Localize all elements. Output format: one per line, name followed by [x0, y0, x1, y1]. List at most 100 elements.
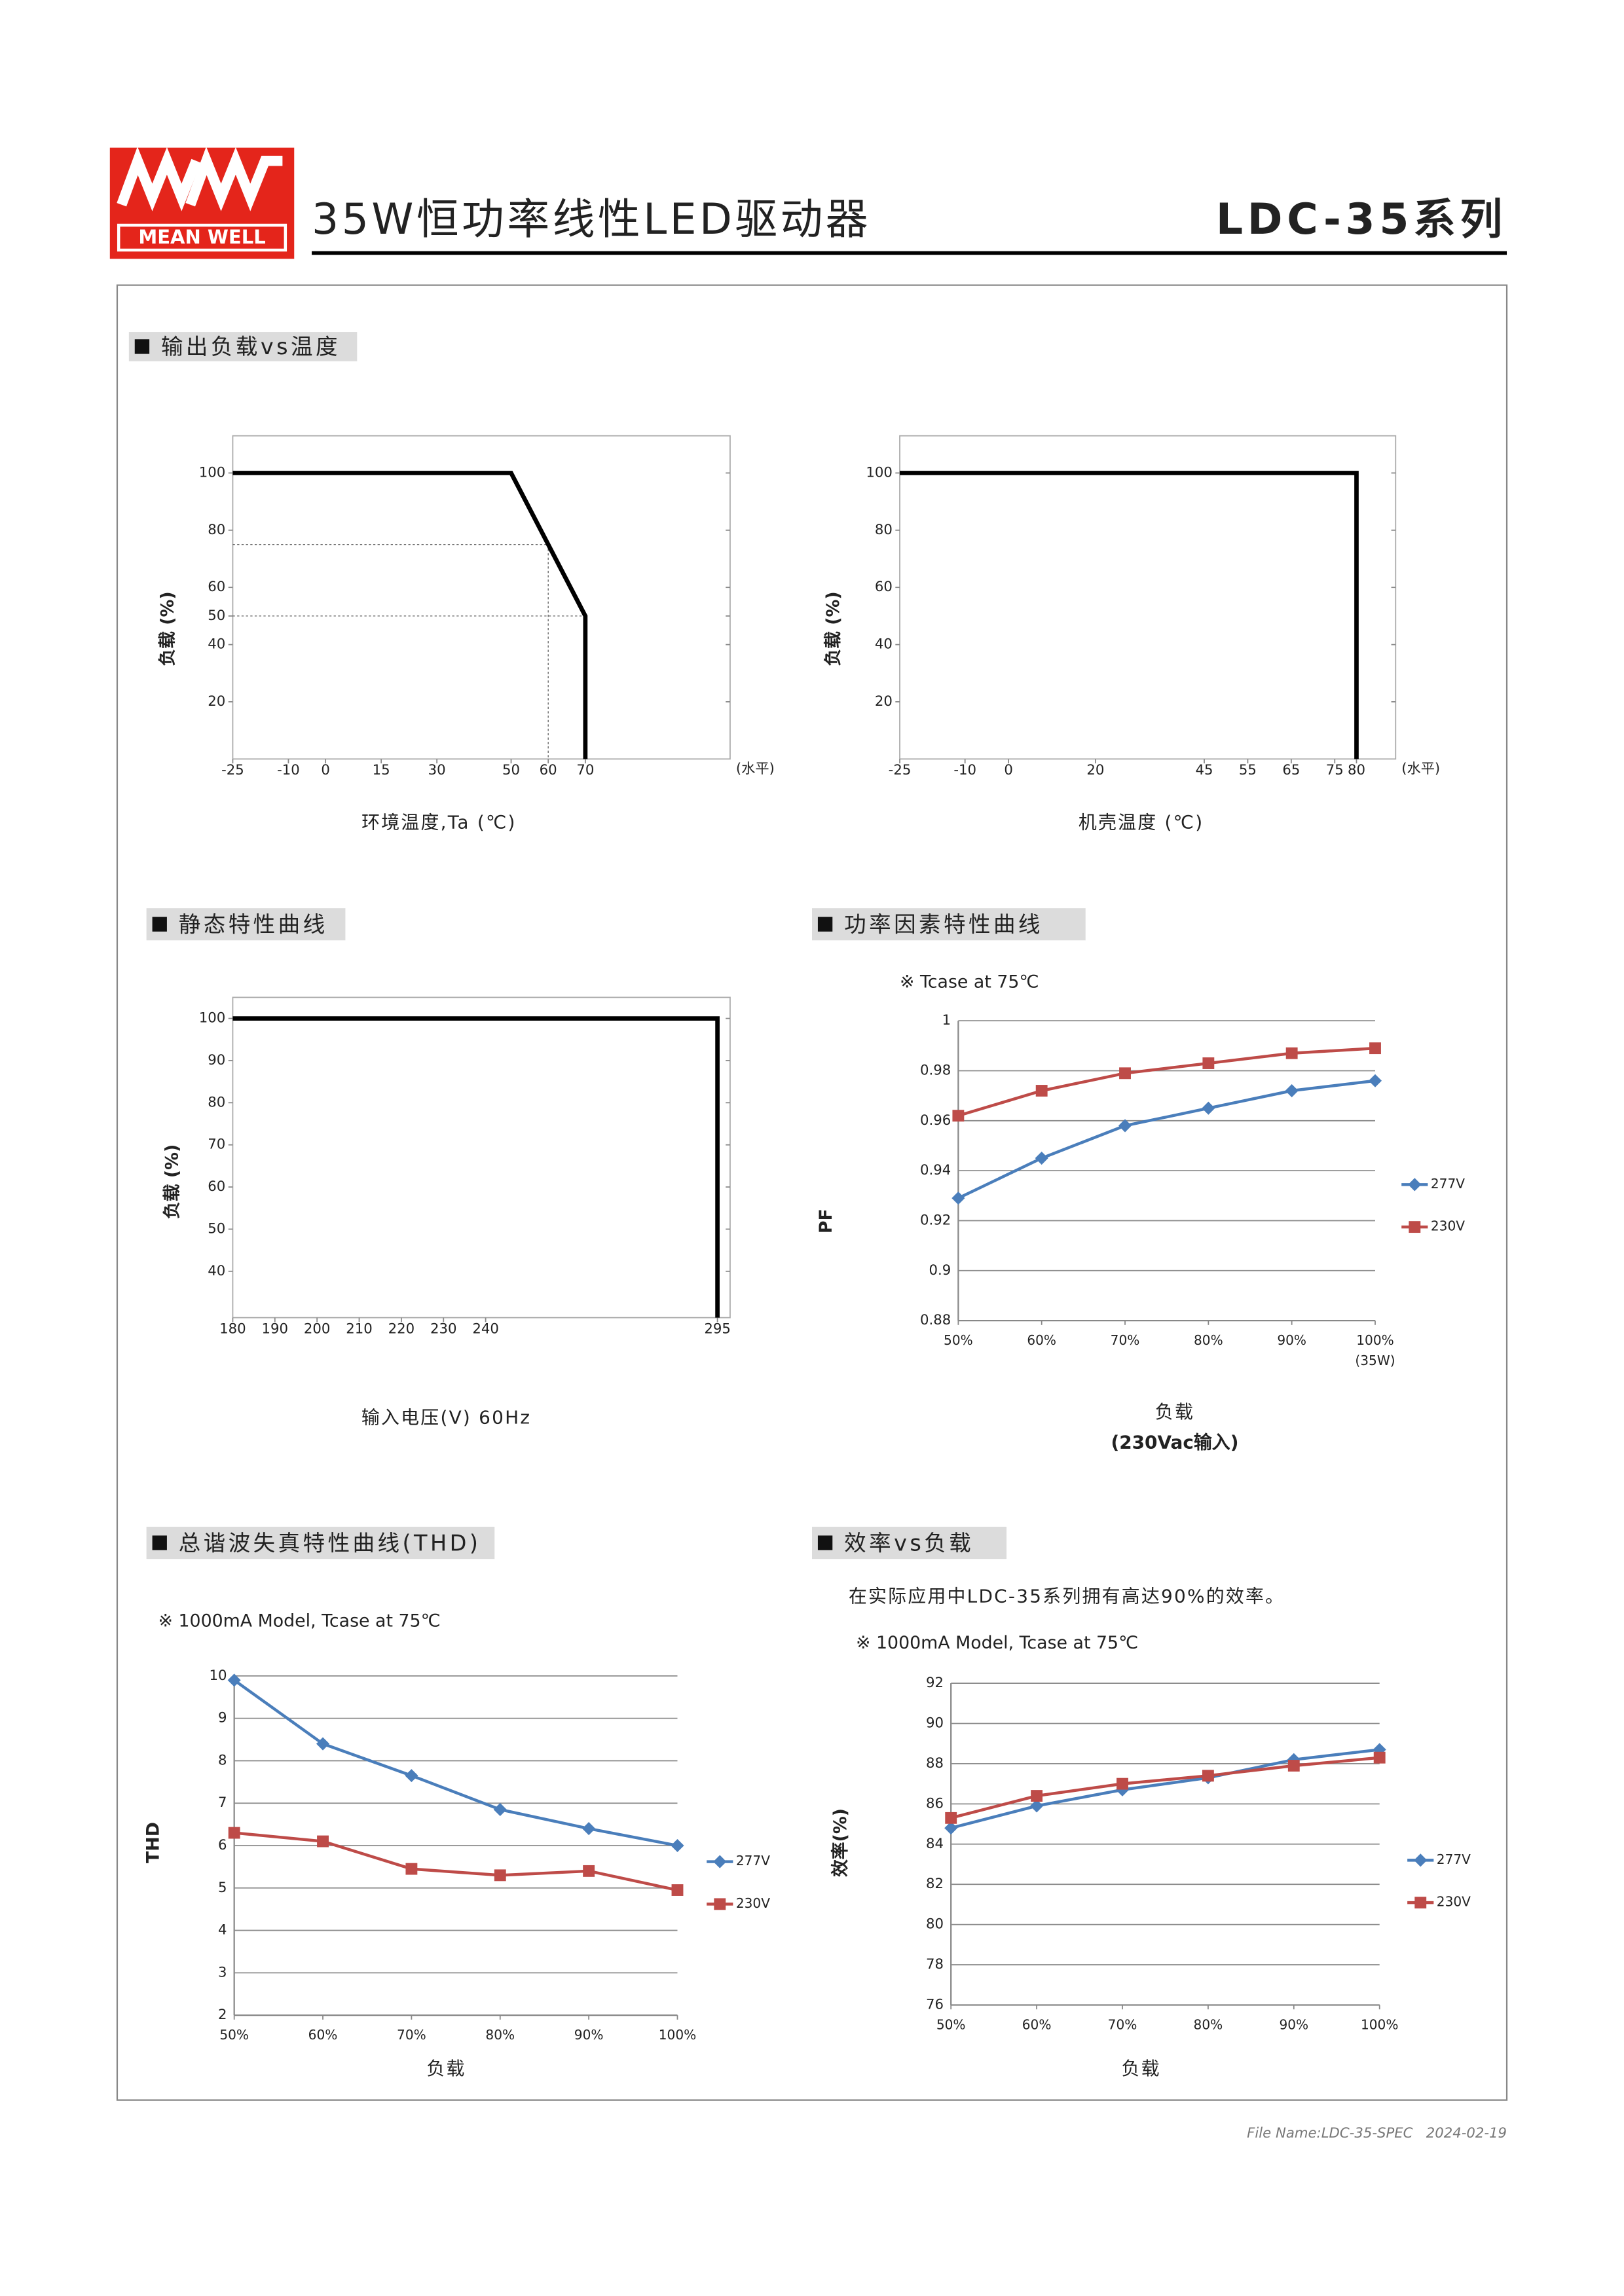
- x-tick-label: 190: [262, 1321, 289, 1337]
- point: [1116, 1777, 1128, 1790]
- y-tick-label: 3: [218, 1964, 227, 1980]
- point: [1287, 1760, 1300, 1772]
- legend-label: 277V: [736, 1853, 770, 1868]
- point: [582, 1822, 596, 1836]
- x-tick-label: 50%: [219, 2027, 249, 2043]
- point: [493, 1802, 507, 1816]
- series-line: [957, 1079, 1376, 1200]
- point: [1285, 1047, 1298, 1059]
- x-tick-label: 70%: [1108, 2016, 1137, 2032]
- point: [671, 1838, 684, 1853]
- section-head-square: [817, 917, 833, 932]
- point: [317, 1835, 329, 1848]
- description: 在实际应用中LDC-35系列拥有高达90%的效率。: [849, 1585, 1285, 1607]
- y-tick-label: 0.9: [929, 1262, 951, 1279]
- x-tick-label: 100%: [659, 2027, 696, 2043]
- x-tick-label: 60%: [1022, 2016, 1052, 2032]
- x-unit: (水平): [736, 761, 775, 777]
- x-tick-label: 20: [1086, 762, 1104, 778]
- x-tick-label: 230: [430, 1321, 457, 1337]
- page-title: 35W恒功率线性LED驱动器: [312, 195, 871, 244]
- x-tick-label: 0: [1004, 762, 1013, 778]
- y-tick-label: 90: [208, 1052, 225, 1068]
- section-head-bg: [812, 1527, 1007, 1559]
- point: [1035, 1085, 1048, 1097]
- x-tick-label: 45: [1195, 762, 1213, 778]
- x-tick-label: 220: [388, 1321, 415, 1337]
- y-tick-label: 40: [875, 636, 893, 653]
- point: [1285, 1084, 1299, 1098]
- point: [1118, 1119, 1132, 1133]
- x-tick-label: 50: [502, 762, 520, 778]
- y-tick-label: 90: [926, 1715, 944, 1731]
- point: [1202, 1770, 1214, 1782]
- section-head-square: [152, 1535, 167, 1550]
- point: [1031, 1790, 1043, 1802]
- x-tick-label: 15: [373, 762, 390, 778]
- legend-label: 230V: [736, 1895, 770, 1911]
- point: [228, 1827, 240, 1839]
- x-axis-label: 负载: [1121, 2058, 1160, 2079]
- logo-mark: [117, 146, 201, 211]
- series-line: [950, 1748, 1380, 1830]
- series-line: [957, 1046, 1376, 1118]
- section-head-square: [152, 917, 167, 932]
- x-tick-label: 70: [576, 762, 594, 778]
- x-tick-label: -10: [277, 762, 300, 778]
- section-head-bg: [146, 908, 346, 941]
- y-tick-label: 76: [926, 1996, 944, 2013]
- y-tick-label: 50: [208, 608, 225, 624]
- point: [1369, 1042, 1381, 1055]
- x-tick-label: -25: [221, 762, 244, 778]
- y-tick-label: 80: [875, 522, 893, 538]
- series-line: [233, 1679, 678, 1848]
- point: [1202, 1057, 1215, 1069]
- x-axis-label: 负载: [426, 2058, 466, 2079]
- x-unit: (水平): [1401, 761, 1440, 777]
- y-axis-label: THD: [143, 1822, 163, 1863]
- x-tick-label: 50%: [944, 1332, 973, 1348]
- legend-label: 230V: [1437, 1894, 1471, 1910]
- x-tick-label: 240: [472, 1321, 499, 1337]
- y-tick-label: 10: [209, 1667, 227, 1684]
- x-tick-label: 90%: [1279, 2016, 1308, 2032]
- x-tick-label: -10: [953, 762, 976, 778]
- plot-frame: [232, 996, 731, 1319]
- model-name: LDC-35系列: [1216, 195, 1507, 244]
- y-tick-label: 8: [218, 1752, 227, 1768]
- x-note: (35W): [1355, 1353, 1395, 1368]
- y-tick-label: 40: [208, 1263, 225, 1279]
- x-tick-label: 50%: [936, 2016, 966, 2032]
- plot-frame: [232, 435, 731, 760]
- section-head-bg: [146, 1527, 495, 1559]
- chart-note: ※ Tcase at 75℃: [900, 972, 1039, 993]
- y-tick-label: 7: [218, 1795, 227, 1811]
- chart-note: ※ 1000mA Model, Tcase at 75℃: [856, 1633, 1138, 1653]
- point: [952, 1110, 965, 1122]
- point: [944, 1821, 958, 1835]
- y-tick-label: 40: [208, 636, 225, 653]
- x-tick-label: 100%: [1361, 2016, 1398, 2032]
- y-axis-label: 负载 (%): [162, 1144, 182, 1219]
- y-tick-label: 80: [926, 1916, 944, 1933]
- y-tick-label: 100: [866, 464, 893, 481]
- legend-marker: [714, 1898, 726, 1910]
- section-head-square: [817, 1535, 833, 1550]
- section-head-bg: [812, 908, 1086, 941]
- x-tick-label: 70%: [1111, 1332, 1140, 1348]
- x-tick-label: 100%: [1356, 1332, 1393, 1348]
- x-tick-label: 75: [1326, 762, 1344, 778]
- x-tick-label: 55: [1239, 762, 1257, 778]
- y-tick-label: 9: [218, 1710, 227, 1726]
- y-tick-label: 100: [199, 464, 226, 481]
- x-tick-label: 65: [1282, 762, 1300, 778]
- y-tick-label: 2: [218, 2007, 227, 2023]
- legend-marker: [1414, 1897, 1427, 1909]
- x-tick-label: -25: [889, 762, 912, 778]
- section-head-bg: [128, 332, 358, 361]
- y-tick-label: 20: [875, 693, 893, 710]
- point: [671, 1884, 684, 1896]
- y-tick-label: 50: [208, 1220, 225, 1237]
- x-tick-label: 80%: [485, 2027, 515, 2043]
- section-title: 静态特性曲线: [179, 911, 328, 937]
